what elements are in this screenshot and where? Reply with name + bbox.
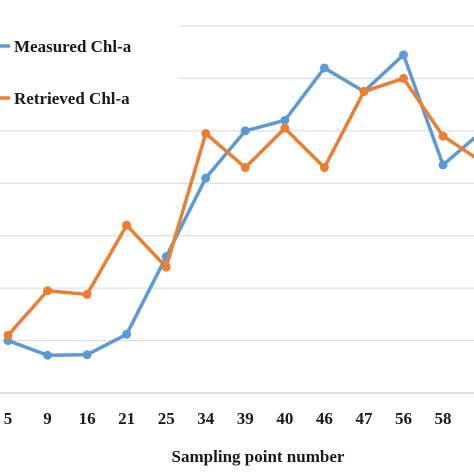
x-tick-label: 34 <box>197 409 215 428</box>
series-layer <box>3 50 474 360</box>
x-tick-label: 25 <box>158 409 175 428</box>
x-tick-label: 56 <box>395 409 412 428</box>
x-tick-label: 5 <box>4 409 13 428</box>
data-point <box>82 289 92 299</box>
x-tick-label: 21 <box>118 409 135 428</box>
data-point <box>240 126 250 136</box>
data-point <box>399 73 408 83</box>
data-point <box>280 115 290 125</box>
data-point <box>359 87 369 97</box>
x-tick-label: 58 <box>435 409 452 428</box>
x-tick-label: 40 <box>276 409 293 428</box>
x-tick-label: 47 <box>355 409 373 428</box>
legend-label-measured: Measured Chl-a <box>14 37 132 56</box>
data-point <box>319 63 329 73</box>
data-point <box>201 173 211 183</box>
data-point <box>438 131 448 141</box>
x-tick-label: 46 <box>316 409 333 428</box>
data-point <box>399 50 408 60</box>
data-point <box>43 350 53 360</box>
x-tick-label: 39 <box>237 409 254 428</box>
data-point <box>82 350 92 360</box>
data-point <box>201 128 211 138</box>
data-point <box>122 220 132 230</box>
data-point <box>161 262 171 272</box>
data-point <box>240 163 250 173</box>
series-retrieved <box>3 73 474 340</box>
data-point <box>280 123 290 133</box>
legend-label-retrieved: Retrieved Chl-a <box>14 89 130 108</box>
x-tick-label: 16 <box>79 409 96 428</box>
x-axis-title: Sampling point number <box>172 447 345 466</box>
x-tick-labels: 591621253439404647565860 <box>4 409 452 428</box>
data-point <box>319 163 329 173</box>
data-point <box>3 330 13 340</box>
x-tick-label: 9 <box>43 409 52 428</box>
legend: Measured Chl-a Retrieved Chl-a <box>0 14 178 120</box>
data-point <box>438 160 448 170</box>
legend-background <box>0 14 178 120</box>
data-point <box>43 286 53 296</box>
data-point <box>122 329 132 339</box>
